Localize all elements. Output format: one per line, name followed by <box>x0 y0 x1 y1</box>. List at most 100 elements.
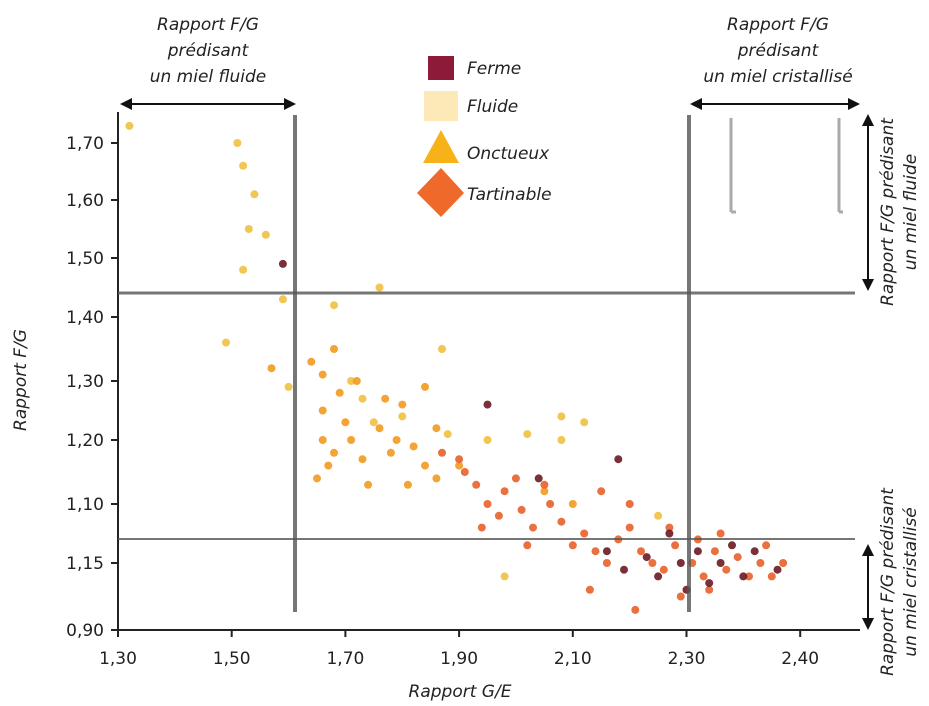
y-tick-label: 1,20 <box>66 431 104 451</box>
data-point-onctueux <box>432 474 441 483</box>
data-point-onctueux <box>403 480 412 489</box>
data-point-onctueux <box>375 424 384 433</box>
y-tick-label: 1,30 <box>66 372 104 392</box>
data-point-fluide <box>557 412 566 421</box>
data-point-tartinable <box>585 585 594 594</box>
data-point-onctueux <box>335 388 344 397</box>
data-point-tartinable <box>762 541 771 550</box>
bracket-mark <box>729 118 843 214</box>
legend-label-ferme: Ferme <box>467 59 521 79</box>
legend-swatch-ferme <box>428 56 454 80</box>
y-tick-label: 1,15 <box>66 554 104 574</box>
data-point-tartinable <box>557 517 566 526</box>
data-point-tartinable <box>568 541 577 550</box>
data-point-tartinable <box>540 480 549 489</box>
data-point-tartinable <box>631 605 640 614</box>
data-point-fluide <box>358 394 367 403</box>
data-point-tartinable <box>716 529 725 538</box>
data-point-ferme <box>739 572 748 581</box>
data-point-onctueux <box>421 461 429 470</box>
legend-label-fluide: Fluide <box>467 97 518 117</box>
data-point-ferme <box>728 541 736 550</box>
data-point-tartinable <box>494 511 503 520</box>
arrow-left-head-icon <box>690 98 702 110</box>
x-tick-label: 2,40 <box>781 649 819 669</box>
data-point-fluide <box>438 345 446 353</box>
annotation-top-right-line2: prédisant <box>737 41 820 61</box>
annotation-right-top: Rapport F/G prédisant un miel fluide <box>862 114 921 306</box>
data-point-tartinable <box>523 541 532 550</box>
data-point-onctueux <box>398 400 407 409</box>
data-point-fluide <box>233 139 242 147</box>
data-point-fluide <box>369 418 378 427</box>
data-point-onctueux <box>455 461 464 470</box>
x-tick-label: 1,50 <box>213 649 251 669</box>
data-point-fluide <box>278 295 287 304</box>
arrow-down-head-icon <box>862 618 874 630</box>
data-point-fluide <box>523 430 532 439</box>
legend-swatch-tartinable <box>417 168 464 217</box>
y-tick-label: 1,70 <box>66 134 104 154</box>
data-point-onctueux <box>341 418 350 427</box>
data-point-ferme <box>602 547 611 556</box>
data-point-tartinable <box>625 500 634 508</box>
annotation-top-right: Rapport F/G prédisant un miel cristallis… <box>690 15 860 110</box>
data-point-tartinable <box>671 541 680 550</box>
annotation-top-right-line3: un miel cristallisé <box>703 67 852 87</box>
data-point-fluide <box>483 436 492 444</box>
data-point-tartinable <box>438 448 446 457</box>
data-point-fluide <box>244 225 253 233</box>
data-point-tartinable <box>472 480 481 489</box>
arrow-right-head-icon <box>848 98 860 110</box>
annotation-right-bottom-line2: un miel cristallisé <box>901 507 921 656</box>
annotation-right-bottom: Rapport F/G prédisant un miel cristallis… <box>862 487 921 676</box>
data-point-ferme <box>705 579 714 588</box>
data-point-fluide <box>500 572 509 581</box>
annotation-top-right-line1: Rapport F/G <box>727 15 829 35</box>
data-point-ferme <box>716 559 725 567</box>
annotation-right-top-line2: un miel fluide <box>901 154 921 271</box>
legend-swatch-onctueux <box>423 130 459 163</box>
y-tick-label: 1,40 <box>66 308 104 328</box>
y-tick-label: 0,90 <box>66 621 104 641</box>
data-point-ferme <box>534 474 543 483</box>
x-tick-label: 2,30 <box>668 649 706 669</box>
data-point-tartinable <box>500 487 509 496</box>
data-point-ferme <box>676 559 685 567</box>
data-point-ferme <box>620 565 628 574</box>
data-point-tartinable <box>699 572 708 581</box>
data-point-tartinable <box>767 572 776 581</box>
data-point-tartinable <box>597 487 606 496</box>
arrow-down-head-icon <box>862 279 874 291</box>
data-point-tartinable <box>511 474 520 483</box>
data-point-fluide <box>654 511 663 520</box>
data-point-tartinable <box>602 559 611 567</box>
data-point-onctueux <box>330 448 338 457</box>
data-point-fluide <box>330 301 338 310</box>
data-point-fluide <box>261 230 270 239</box>
y-tick-label: 1,10 <box>66 495 104 515</box>
annotation-right-bottom-line1: Rapport F/G prédisant <box>878 487 898 676</box>
data-point-fluide <box>398 412 407 421</box>
data-point-onctueux <box>307 357 316 366</box>
annotation-top-left-line2: prédisant <box>167 41 250 61</box>
legend-swatch-fluide <box>424 91 458 121</box>
annotation-top-left-line3: un miel fluide <box>150 67 267 87</box>
data-point-fluide <box>580 418 589 427</box>
data-point-tartinable <box>637 547 645 556</box>
data-point-fluide <box>239 265 248 274</box>
arrow-up-head-icon <box>862 544 874 556</box>
data-point-onctueux <box>324 461 333 470</box>
arrow-right-head-icon <box>284 98 296 110</box>
data-point-onctueux <box>364 480 373 489</box>
data-point-ferme <box>665 529 674 538</box>
data-point-fluide <box>375 283 384 292</box>
data-point-ferme <box>278 259 287 268</box>
data-point-onctueux <box>313 474 321 483</box>
data-point-tartinable <box>477 523 486 532</box>
data-point-tartinable <box>455 455 464 464</box>
data-point-tartinable <box>705 585 714 594</box>
data-point-fluide <box>347 377 356 385</box>
data-point-ferme <box>614 455 623 464</box>
